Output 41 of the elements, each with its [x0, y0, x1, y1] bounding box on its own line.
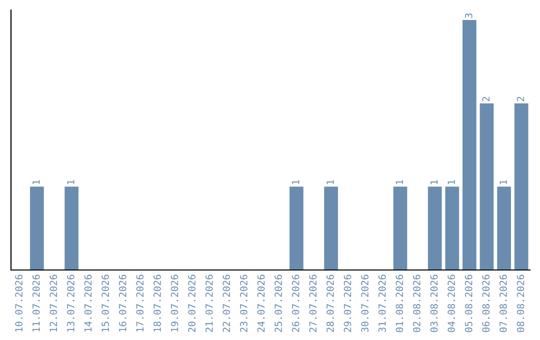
x-tick-label: 25.07.2026 [274, 274, 282, 332]
data-label: 1 [396, 180, 403, 184]
x-tick-label: 18.07.2026 [154, 274, 161, 332]
x-tick-label: 13.07.2026 [67, 274, 74, 332]
data-label: 2 [516, 96, 524, 102]
x-tick-label: 14.07.2026 [84, 274, 92, 332]
x-tick-label: 07.08.2026 [500, 274, 507, 332]
x-tick-label: 03.08.2026 [430, 274, 438, 332]
x-tick-label: 08.08.2026 [516, 274, 524, 332]
data-label: 1 [500, 180, 507, 184]
x-tick-label: 15.07.2026 [102, 274, 109, 332]
x-tick-label: 10.07.2026 [15, 274, 22, 332]
x-tick-label: 22.07.2026 [222, 274, 230, 332]
data-label: 1 [448, 180, 455, 184]
x-tick-label: 02.08.2026 [413, 274, 420, 332]
data-label: 1 [292, 180, 300, 184]
x-tick-label: 01.08.2026 [396, 274, 404, 332]
x-tick-label: 26.07.2026 [292, 274, 300, 332]
x-tick-label: 21.07.2026 [205, 274, 213, 332]
data-label: 2 [482, 96, 490, 102]
x-tick-label: 30.07.2026 [361, 274, 368, 332]
data-label: 3 [464, 13, 472, 18]
x-tick-label: 17.07.2026 [136, 274, 144, 332]
x-tick-label: 06.08.2026 [482, 274, 490, 332]
data-label: 1 [32, 180, 40, 184]
x-tick-label: 05.08.2026 [464, 274, 472, 332]
x-tick-label: 19.07.2026 [170, 274, 178, 332]
x-tick-label: 04.08.2026 [448, 274, 455, 332]
data-label: 1 [326, 180, 334, 184]
x-tick-label: 23.07.2026 [240, 274, 248, 332]
x-tick-label: 16.07.2026 [118, 274, 126, 332]
data-label: 1 [430, 180, 438, 184]
x-tick-label: 24.07.2026 [257, 274, 265, 332]
x-tick-label: 20.07.2026 [188, 274, 196, 332]
x-tick-label: 27.07.2026 [309, 274, 317, 332]
x-tick-label: 28.07.2026 [326, 274, 334, 332]
x-tick-label: 11.07.2026 [32, 274, 40, 332]
data-label: 1 [67, 180, 74, 184]
x-tick-label: 12.07.2026 [50, 274, 58, 332]
x-tick-label: 29.07.2026 [344, 274, 352, 332]
x-tick-label: 31.07.2026 [378, 274, 386, 332]
